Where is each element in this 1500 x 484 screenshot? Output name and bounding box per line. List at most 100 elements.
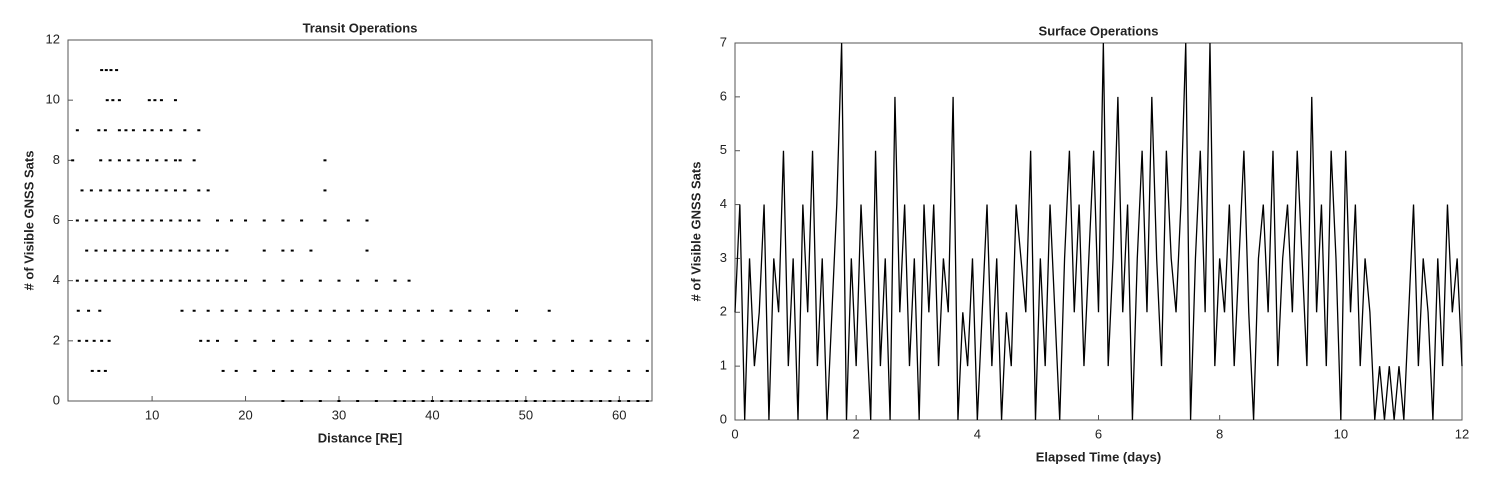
point [225, 279, 229, 282]
point [206, 339, 210, 342]
point [164, 159, 168, 162]
point [300, 400, 304, 402]
point [328, 369, 332, 372]
point [117, 189, 121, 192]
point [169, 249, 173, 252]
point [187, 249, 191, 252]
point [262, 279, 266, 282]
point [127, 189, 131, 192]
point [440, 400, 444, 402]
point [90, 369, 94, 372]
x-tick-label: 20 [238, 407, 252, 422]
y-axis-label: # of Visible GNSS Sats [688, 162, 703, 302]
point [571, 369, 575, 372]
point [80, 189, 84, 192]
point [248, 309, 252, 312]
point [94, 219, 98, 222]
point [477, 339, 481, 342]
point [159, 99, 163, 102]
y-tick-label: 4 [53, 272, 60, 287]
point [159, 219, 163, 222]
point [360, 309, 364, 312]
point [290, 249, 294, 252]
point [244, 219, 248, 222]
point [77, 339, 81, 342]
point [402, 369, 406, 372]
point [388, 309, 392, 312]
point [117, 99, 121, 102]
point [627, 339, 631, 342]
point [103, 279, 107, 282]
point [440, 369, 444, 372]
point [346, 219, 350, 222]
point [407, 279, 411, 282]
point [75, 279, 79, 282]
point [100, 69, 104, 72]
point [262, 309, 266, 312]
point [155, 159, 159, 162]
point [105, 99, 109, 102]
point [430, 309, 434, 312]
point [608, 400, 612, 402]
point [173, 99, 177, 102]
point [87, 309, 91, 312]
y-tick-label: 6 [720, 88, 727, 103]
point [636, 400, 640, 402]
point [216, 219, 220, 222]
point [141, 279, 145, 282]
point [421, 339, 425, 342]
point [402, 400, 406, 402]
point [92, 339, 96, 342]
point [332, 309, 336, 312]
point [108, 159, 112, 162]
point [496, 400, 500, 402]
point [346, 339, 350, 342]
point [131, 249, 135, 252]
point [197, 249, 201, 252]
y-tick-label: 6 [53, 212, 60, 227]
x-axis-label: Distance [RE] [318, 430, 403, 445]
point [111, 99, 115, 102]
point [178, 159, 182, 162]
y-tick-label: 10 [46, 92, 60, 107]
point [221, 369, 225, 372]
point [645, 400, 649, 402]
point [309, 339, 313, 342]
point [234, 309, 238, 312]
point [99, 189, 103, 192]
point [141, 249, 145, 252]
point [281, 249, 285, 252]
point [421, 369, 425, 372]
point [85, 249, 89, 252]
point [547, 309, 551, 312]
point [356, 400, 360, 402]
point [477, 369, 481, 372]
y-tick-label: 3 [720, 250, 727, 265]
point [580, 400, 584, 402]
point [384, 339, 388, 342]
x-tick-label: 10 [1334, 426, 1348, 441]
point [416, 309, 420, 312]
point [216, 279, 220, 282]
y-tick-label: 12 [46, 31, 60, 46]
point [97, 129, 101, 132]
point [192, 309, 196, 312]
point [309, 249, 313, 252]
point [197, 219, 201, 222]
point [552, 339, 556, 342]
point [458, 339, 462, 342]
point [216, 339, 220, 342]
point [143, 129, 147, 132]
point [216, 249, 220, 252]
point [164, 189, 168, 192]
point [505, 400, 509, 402]
point [187, 279, 191, 282]
point [281, 400, 285, 402]
point [486, 309, 490, 312]
point [486, 400, 490, 402]
point [147, 99, 151, 102]
point [136, 159, 140, 162]
point [356, 279, 360, 282]
x-tick-label: 40 [425, 407, 439, 422]
point [393, 400, 397, 402]
